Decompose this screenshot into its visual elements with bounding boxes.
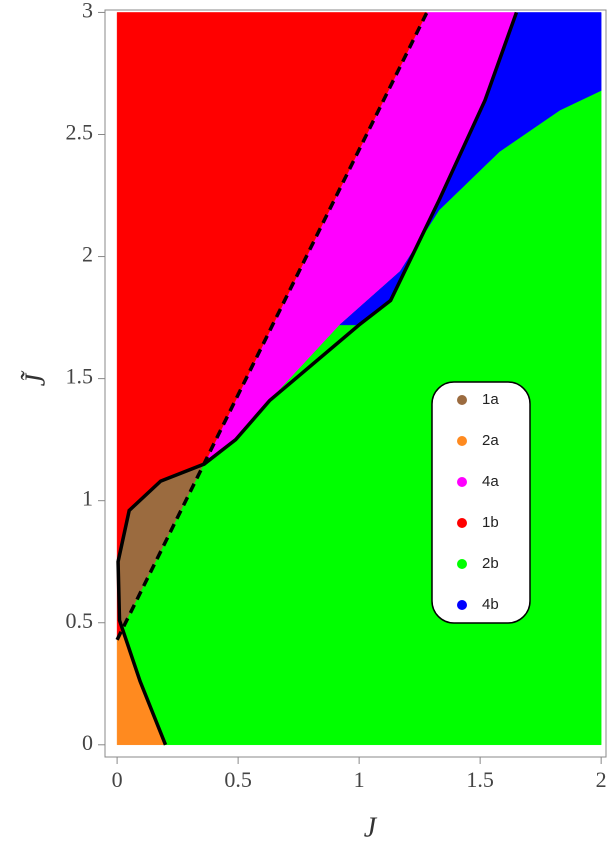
- boundary-line: [116, 11, 519, 746]
- legend-swatch: [457, 518, 467, 528]
- boundary-line: [115, 11, 429, 641]
- x-axis-title: J: [364, 812, 378, 843]
- legend: 1a 2a 4a 1b 2b 4b: [431, 381, 531, 624]
- x-tick-label: 0: [112, 767, 123, 792]
- legend-label: 4b: [482, 596, 499, 613]
- legend-label: 4a: [482, 473, 499, 490]
- plot-frame: [104, 9, 607, 758]
- y-tick-label: 0: [82, 730, 93, 755]
- y-tick-label: 0.5: [66, 608, 94, 633]
- legend-swatch: [457, 395, 467, 405]
- legend-label: 2b: [482, 555, 499, 572]
- y-tick-label: 3: [82, 0, 93, 22]
- legend-label: 1a: [482, 391, 499, 408]
- legend-swatch: [457, 559, 467, 569]
- y-tick-label: 2: [82, 242, 93, 267]
- y-axis-title: J̃: [20, 370, 51, 386]
- x-tick-label: 0.5: [224, 767, 252, 792]
- x-tick-label: 1: [354, 767, 365, 792]
- plot-area: [115, 11, 602, 746]
- y-tick-label: 2.5: [66, 120, 94, 145]
- y-tick-label: 1.5: [66, 364, 94, 389]
- legend-label: 2a: [482, 432, 499, 449]
- x-tick-label: 2: [596, 767, 607, 792]
- legend-box: [431, 381, 531, 624]
- x-tick-label: 1.5: [466, 767, 494, 792]
- y-tick-label: 1: [82, 486, 93, 511]
- legend-swatch: [457, 477, 467, 487]
- legend-swatch: [457, 600, 467, 610]
- legend-swatch: [457, 436, 467, 446]
- legend-label: 1b: [482, 514, 499, 531]
